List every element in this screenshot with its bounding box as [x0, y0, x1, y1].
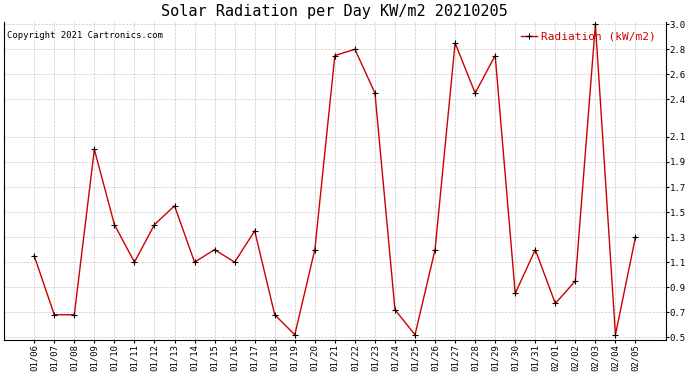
Legend: Radiation (kW/m2): Radiation (kW/m2) — [516, 27, 660, 46]
Radiation (kW/m2) — [170, 204, 179, 208]
Radiation (kW/m2) — [210, 248, 219, 252]
Radiation (kW/m2) — [90, 147, 99, 152]
Radiation (kW/m2) — [631, 235, 640, 239]
Radiation (kW/m2) — [250, 229, 259, 233]
Radiation (kW/m2) — [491, 53, 500, 58]
Radiation (kW/m2) — [591, 22, 600, 27]
Radiation (kW/m2) — [331, 53, 339, 58]
Radiation (kW/m2) — [130, 260, 139, 264]
Line: Radiation (kW/m2): Radiation (kW/m2) — [32, 21, 638, 338]
Radiation (kW/m2) — [611, 333, 620, 337]
Radiation (kW/m2) — [30, 254, 39, 258]
Radiation (kW/m2) — [270, 312, 279, 317]
Radiation (kW/m2) — [230, 260, 239, 264]
Radiation (kW/m2) — [150, 222, 159, 227]
Radiation (kW/m2) — [411, 333, 419, 337]
Radiation (kW/m2) — [511, 291, 520, 296]
Radiation (kW/m2) — [70, 312, 79, 317]
Radiation (kW/m2) — [471, 91, 480, 95]
Radiation (kW/m2) — [451, 41, 460, 45]
Radiation (kW/m2) — [431, 248, 440, 252]
Radiation (kW/m2) — [50, 312, 59, 317]
Radiation (kW/m2) — [531, 248, 540, 252]
Radiation (kW/m2) — [310, 248, 319, 252]
Radiation (kW/m2) — [290, 333, 299, 337]
Radiation (kW/m2) — [190, 260, 199, 264]
Radiation (kW/m2) — [371, 91, 379, 95]
Radiation (kW/m2) — [391, 308, 399, 312]
Radiation (kW/m2) — [110, 222, 119, 227]
Radiation (kW/m2) — [351, 47, 359, 51]
Radiation (kW/m2) — [571, 279, 580, 283]
Text: Copyright 2021 Cartronics.com: Copyright 2021 Cartronics.com — [8, 31, 164, 40]
Radiation (kW/m2) — [551, 301, 560, 306]
Title: Solar Radiation per Day KW/m2 20210205: Solar Radiation per Day KW/m2 20210205 — [161, 4, 509, 19]
